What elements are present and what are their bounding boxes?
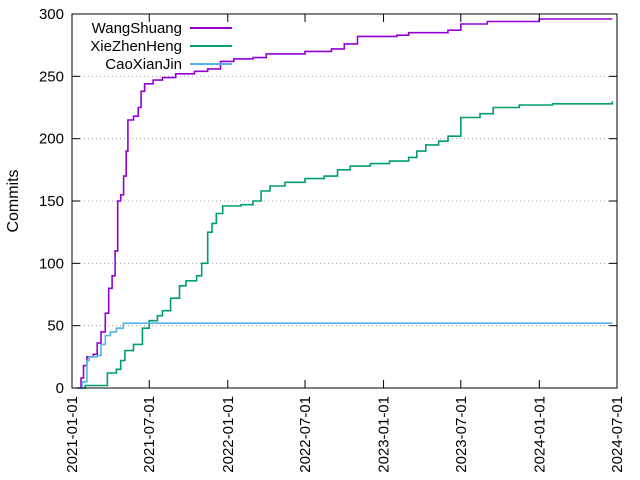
y-tick-label: 50 [47,318,64,335]
y-tick-label: 300 [39,6,64,23]
legend-label: CaoXianJin [105,56,182,73]
legend-label: WangShuang [92,20,182,37]
y-axis-label: Commits [5,169,22,232]
x-tick-label: 2024-01-01 [531,396,548,473]
y-tick-label: 0 [56,380,64,397]
x-tick-label: 2023-01-01 [376,396,393,473]
y-axis-ticks: 0 50 100 150 200 250 300 [39,6,617,397]
series-line-caoxianjin [75,322,613,389]
y-gridlines [72,75,617,327]
legend-label: XieZhenHeng [90,38,182,55]
series-line-xiezhenheng [80,101,614,389]
series-lines [75,18,614,389]
x-axis-ticks: 2021-01-01 2021-07-01 2022-01-01 2022-07-01… [64,14,626,473]
y-tick-label: 250 [39,68,64,85]
x-tick-label: 2022-01-01 [220,396,237,473]
x-tick-label: 2023-07-01 [453,396,470,473]
x-tick-label: 2021-07-01 [141,396,158,473]
y-tick-label: 150 [39,193,64,210]
y-tick-label: 100 [39,255,64,272]
series-line-wangshuang [78,18,613,389]
x-tick-label: 2022-07-01 [297,396,314,473]
x-tick-label: 2024-07-01 [609,396,626,473]
y-tick-label: 200 [39,131,64,148]
x-tick-label: 2021-01-01 [64,396,81,473]
